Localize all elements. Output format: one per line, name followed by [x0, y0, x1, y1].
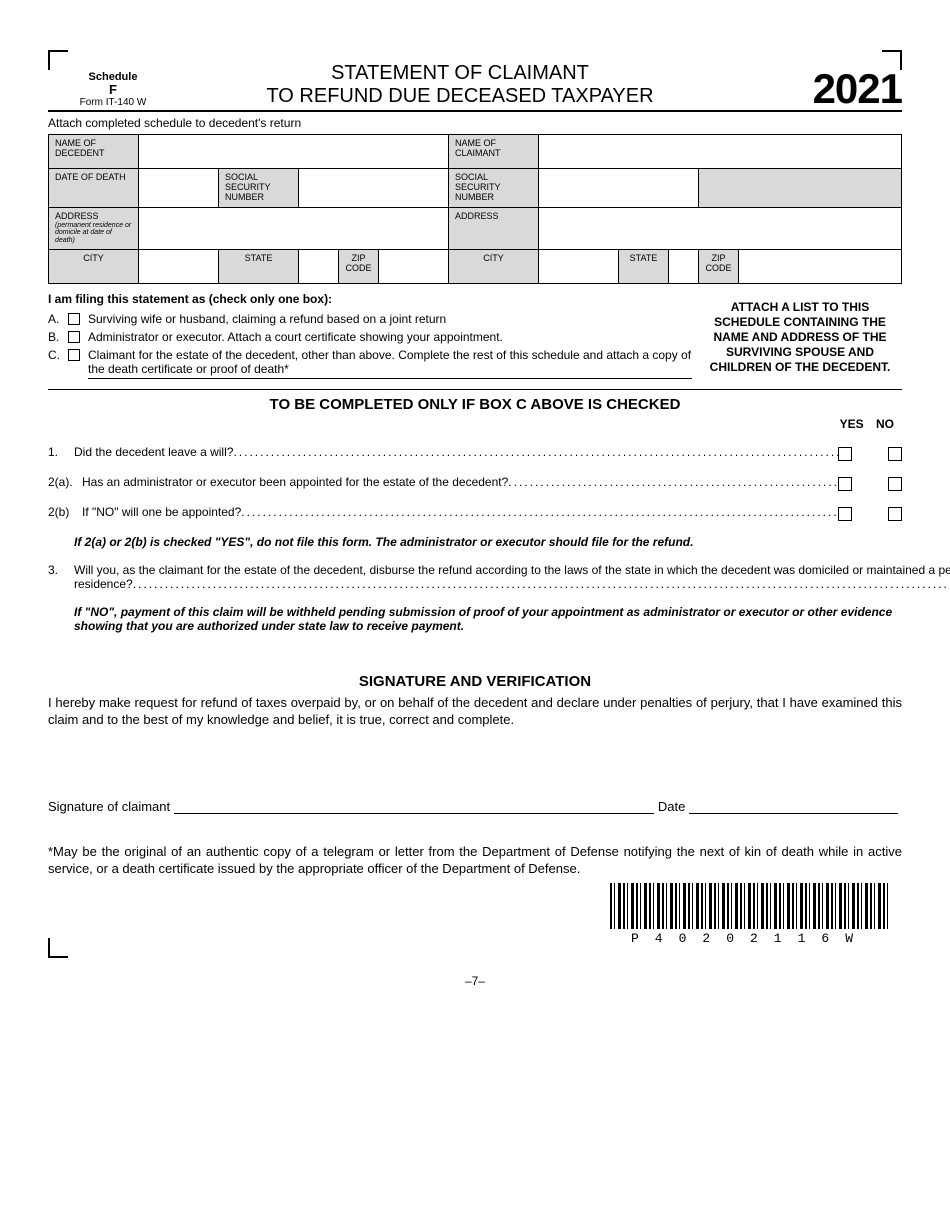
input-state-decedent[interactable]: [299, 249, 339, 283]
signature-text: I hereby make request for refund of taxe…: [48, 694, 902, 729]
signature-line-row: Signature of claimant Date: [48, 799, 902, 814]
q2b-text: If "NO" will one be appointed?: [82, 505, 241, 519]
label-city-claimant: CITY: [449, 249, 539, 283]
q2a-yes[interactable]: [838, 477, 852, 491]
option-c-letter: C.: [48, 348, 68, 362]
label-state-claimant: STATE: [619, 249, 669, 283]
date-line[interactable]: [689, 799, 898, 814]
schedule-label: Schedule: [48, 71, 178, 83]
label-ssn-claimant: SOCIAL SECURITY NUMBER: [449, 169, 539, 208]
input-zip-claimant[interactable]: [739, 249, 902, 283]
barcode-area: P40202116W: [610, 883, 890, 946]
q2b-yes[interactable]: [838, 507, 852, 521]
corner-top-right: [882, 50, 902, 70]
option-a: A. Surviving wife or husband, claiming a…: [48, 312, 692, 326]
q2a-num: 2(a).: [48, 475, 82, 489]
title-line1: STATEMENT OF CLAIMANT: [178, 62, 742, 85]
signature-line[interactable]: [174, 799, 654, 814]
q2-note: If 2(a) or 2(b) is checked "YES", do not…: [74, 535, 902, 549]
question-3: 3. Will you, as the claimant for the est…: [48, 563, 902, 591]
option-c-text: Claimant for the estate of the decedent,…: [88, 348, 692, 379]
question-2a: 2(a). Has an administrator or executor b…: [48, 475, 902, 491]
label-address-decedent: ADDRESS (permanent residence or domicile…: [49, 207, 139, 249]
input-city-claimant[interactable]: [539, 249, 619, 283]
page-number: –7–: [48, 974, 902, 988]
q2a-text: Has an administrator or executor been ap…: [82, 475, 508, 489]
filing-section: I am filing this statement as (check onl…: [48, 292, 902, 390]
no-label: NO: [870, 417, 900, 431]
label-address-claimant: ADDRESS: [449, 207, 539, 249]
label-name-claimant: NAME OF CLAIMANT: [449, 135, 539, 169]
signature-heading: SIGNATURE AND VERIFICATION: [48, 673, 902, 690]
input-ssn-decedent[interactable]: [299, 169, 449, 208]
footnote: *May be the original of an authentic cop…: [48, 844, 902, 878]
input-zip-decedent[interactable]: [379, 249, 449, 283]
q1-yes[interactable]: [838, 447, 852, 461]
corner-bottom-left: [48, 938, 68, 958]
filing-heading: I am filing this statement as (check onl…: [48, 292, 692, 306]
checkbox-c[interactable]: [68, 349, 80, 361]
label-name-decedent: NAME OF DECEDENT: [49, 135, 139, 169]
form-title: STATEMENT OF CLAIMANT TO REFUND DUE DECE…: [178, 62, 742, 110]
q2b-no[interactable]: [888, 507, 902, 521]
input-address-decedent[interactable]: [139, 207, 449, 249]
checkbox-a[interactable]: [68, 313, 80, 325]
address-sub: (permanent residence or domicile at date…: [55, 222, 132, 245]
q1-num: 1.: [48, 445, 74, 459]
signature-label: Signature of claimant: [48, 799, 170, 814]
label-city-decedent: CITY: [49, 249, 139, 283]
barcode-text: P40202116W: [610, 931, 890, 946]
tax-year: 2021: [742, 70, 902, 110]
input-ssn-claimant[interactable]: [539, 169, 699, 208]
label-zip-claimant: ZIP CODE: [699, 249, 739, 283]
address-word: ADDRESS: [55, 211, 99, 221]
q2b-num: 2(b): [48, 505, 82, 519]
header-row: Schedule F Form IT-140 W STATEMENT OF CL…: [48, 62, 902, 112]
schedule-box: Schedule F Form IT-140 W: [48, 71, 178, 110]
attach-list-notice: ATTACH A LIST TO THIS SCHEDULE CONTAININ…: [692, 292, 902, 383]
label-ssn-decedent: SOCIAL SECURITY NUMBER: [219, 169, 299, 208]
option-c: C. Claimant for the estate of the decede…: [48, 348, 692, 379]
yes-label: YES: [837, 417, 867, 431]
shaded-cell: [699, 169, 902, 208]
yes-no-header: YES NO: [48, 417, 902, 431]
input-city-decedent[interactable]: [139, 249, 219, 283]
attach-note: Attach completed schedule to decedent's …: [48, 116, 902, 130]
question-2b: 2(b) If "NO" will one be appointed?: [48, 505, 902, 521]
question-1: 1. Did the decedent leave a will?: [48, 445, 902, 461]
form-line: Form IT-140 W: [48, 97, 178, 108]
input-address-claimant[interactable]: [539, 207, 902, 249]
label-zip-decedent: ZIP CODE: [339, 249, 379, 283]
label-date-death: DATE OF DEATH: [49, 169, 139, 208]
q3-note: If "NO", payment of this claim will be w…: [74, 605, 902, 633]
corner-top-left: [48, 50, 68, 70]
q1-no[interactable]: [888, 447, 902, 461]
barcode: [610, 883, 890, 929]
q1-text: Did the decedent leave a will?: [74, 445, 233, 459]
checkbox-b[interactable]: [68, 331, 80, 343]
input-state-claimant[interactable]: [669, 249, 699, 283]
boxc-heading: TO BE COMPLETED ONLY IF BOX C ABOVE IS C…: [48, 396, 902, 413]
input-name-claimant[interactable]: [539, 135, 902, 169]
option-b-text: Administrator or executor. Attach a cour…: [88, 330, 692, 344]
q2a-no[interactable]: [888, 477, 902, 491]
option-b-letter: B.: [48, 330, 68, 344]
option-a-letter: A.: [48, 312, 68, 326]
q3-num: 3.: [48, 563, 74, 577]
title-line2: TO REFUND DUE DECEASED TAXPAYER: [178, 85, 742, 108]
label-state-decedent: STATE: [219, 249, 299, 283]
date-label: Date: [658, 799, 685, 814]
input-name-decedent[interactable]: [139, 135, 449, 169]
option-b: B. Administrator or executor. Attach a c…: [48, 330, 692, 344]
identity-table: NAME OF DECEDENT NAME OF CLAIMANT DATE O…: [48, 134, 902, 284]
option-a-text: Surviving wife or husband, claiming a re…: [88, 312, 692, 326]
input-date-death[interactable]: [139, 169, 219, 208]
schedule-letter: F: [48, 83, 178, 97]
